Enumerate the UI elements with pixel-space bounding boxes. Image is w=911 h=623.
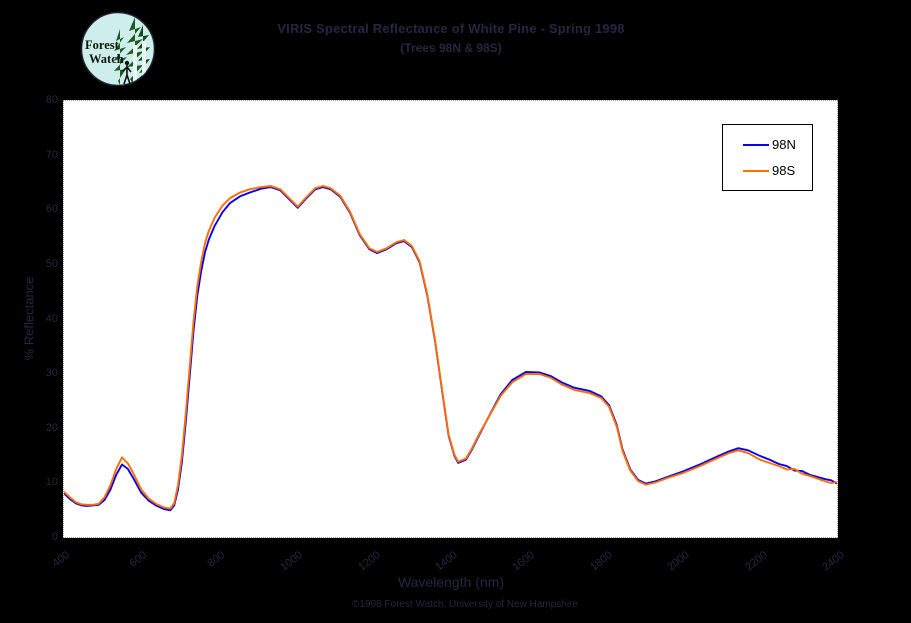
y-tick-label: 20 <box>45 422 58 434</box>
logo-trees <box>113 17 150 85</box>
series-line-98N <box>64 186 837 512</box>
legend-box: 98N 98S <box>722 124 813 191</box>
x-tick-label: 1800 <box>588 549 615 574</box>
x-tick-label: 1400 <box>433 549 460 574</box>
logo-text-forest: Forest <box>85 38 120 52</box>
x-tick-label: 2400 <box>820 549 847 574</box>
y-tick-label: 70 <box>45 149 58 161</box>
logo-image: Forest Watch <box>80 11 156 87</box>
y-tick-label: 40 <box>45 313 58 325</box>
y-tick-label: 80 <box>45 94 58 106</box>
plot-area <box>63 100 838 538</box>
x-tick-label: 800 <box>205 549 228 570</box>
legend-entry-98S: 98S <box>723 163 812 178</box>
x-tick-label: 400 <box>50 549 73 570</box>
y-tick-label: 60 <box>45 203 58 215</box>
chart-title: VIRIS Spectral Reflectance of White Pine… <box>277 21 625 36</box>
y-tick-label: 50 <box>45 258 58 270</box>
logo-text-watch: Watch <box>89 52 124 66</box>
x-tick-label: 600 <box>127 549 150 570</box>
series-line-98S <box>64 185 837 510</box>
legend-line-sample <box>743 143 769 146</box>
x-tick-label: 2200 <box>743 549 770 574</box>
legend-entry-98N: 98N <box>723 137 812 152</box>
y-tick-label: 30 <box>45 367 58 379</box>
x-axis-title: Wavelength (nm) <box>397 574 505 590</box>
y-tick-label: 0 <box>51 531 58 543</box>
x-tick-label: 2000 <box>665 549 692 574</box>
x-tick-label: 1200 <box>356 549 383 574</box>
forest-watch-logo: Forest Watch <box>80 11 156 87</box>
series-canvas <box>64 185 837 512</box>
legend-label: 98N <box>772 137 796 152</box>
y-tick-label: 10 <box>45 476 58 488</box>
chart-footer: ©1998 Forest Watch, University of New Ha… <box>352 599 578 610</box>
chart-subtitle: (Trees 98N & 98S) <box>400 41 502 55</box>
x-tick-label: 1600 <box>510 549 537 574</box>
legend-line-sample <box>743 169 769 172</box>
legend-label: 98S <box>772 163 796 178</box>
x-tick-label: 1000 <box>278 549 305 574</box>
